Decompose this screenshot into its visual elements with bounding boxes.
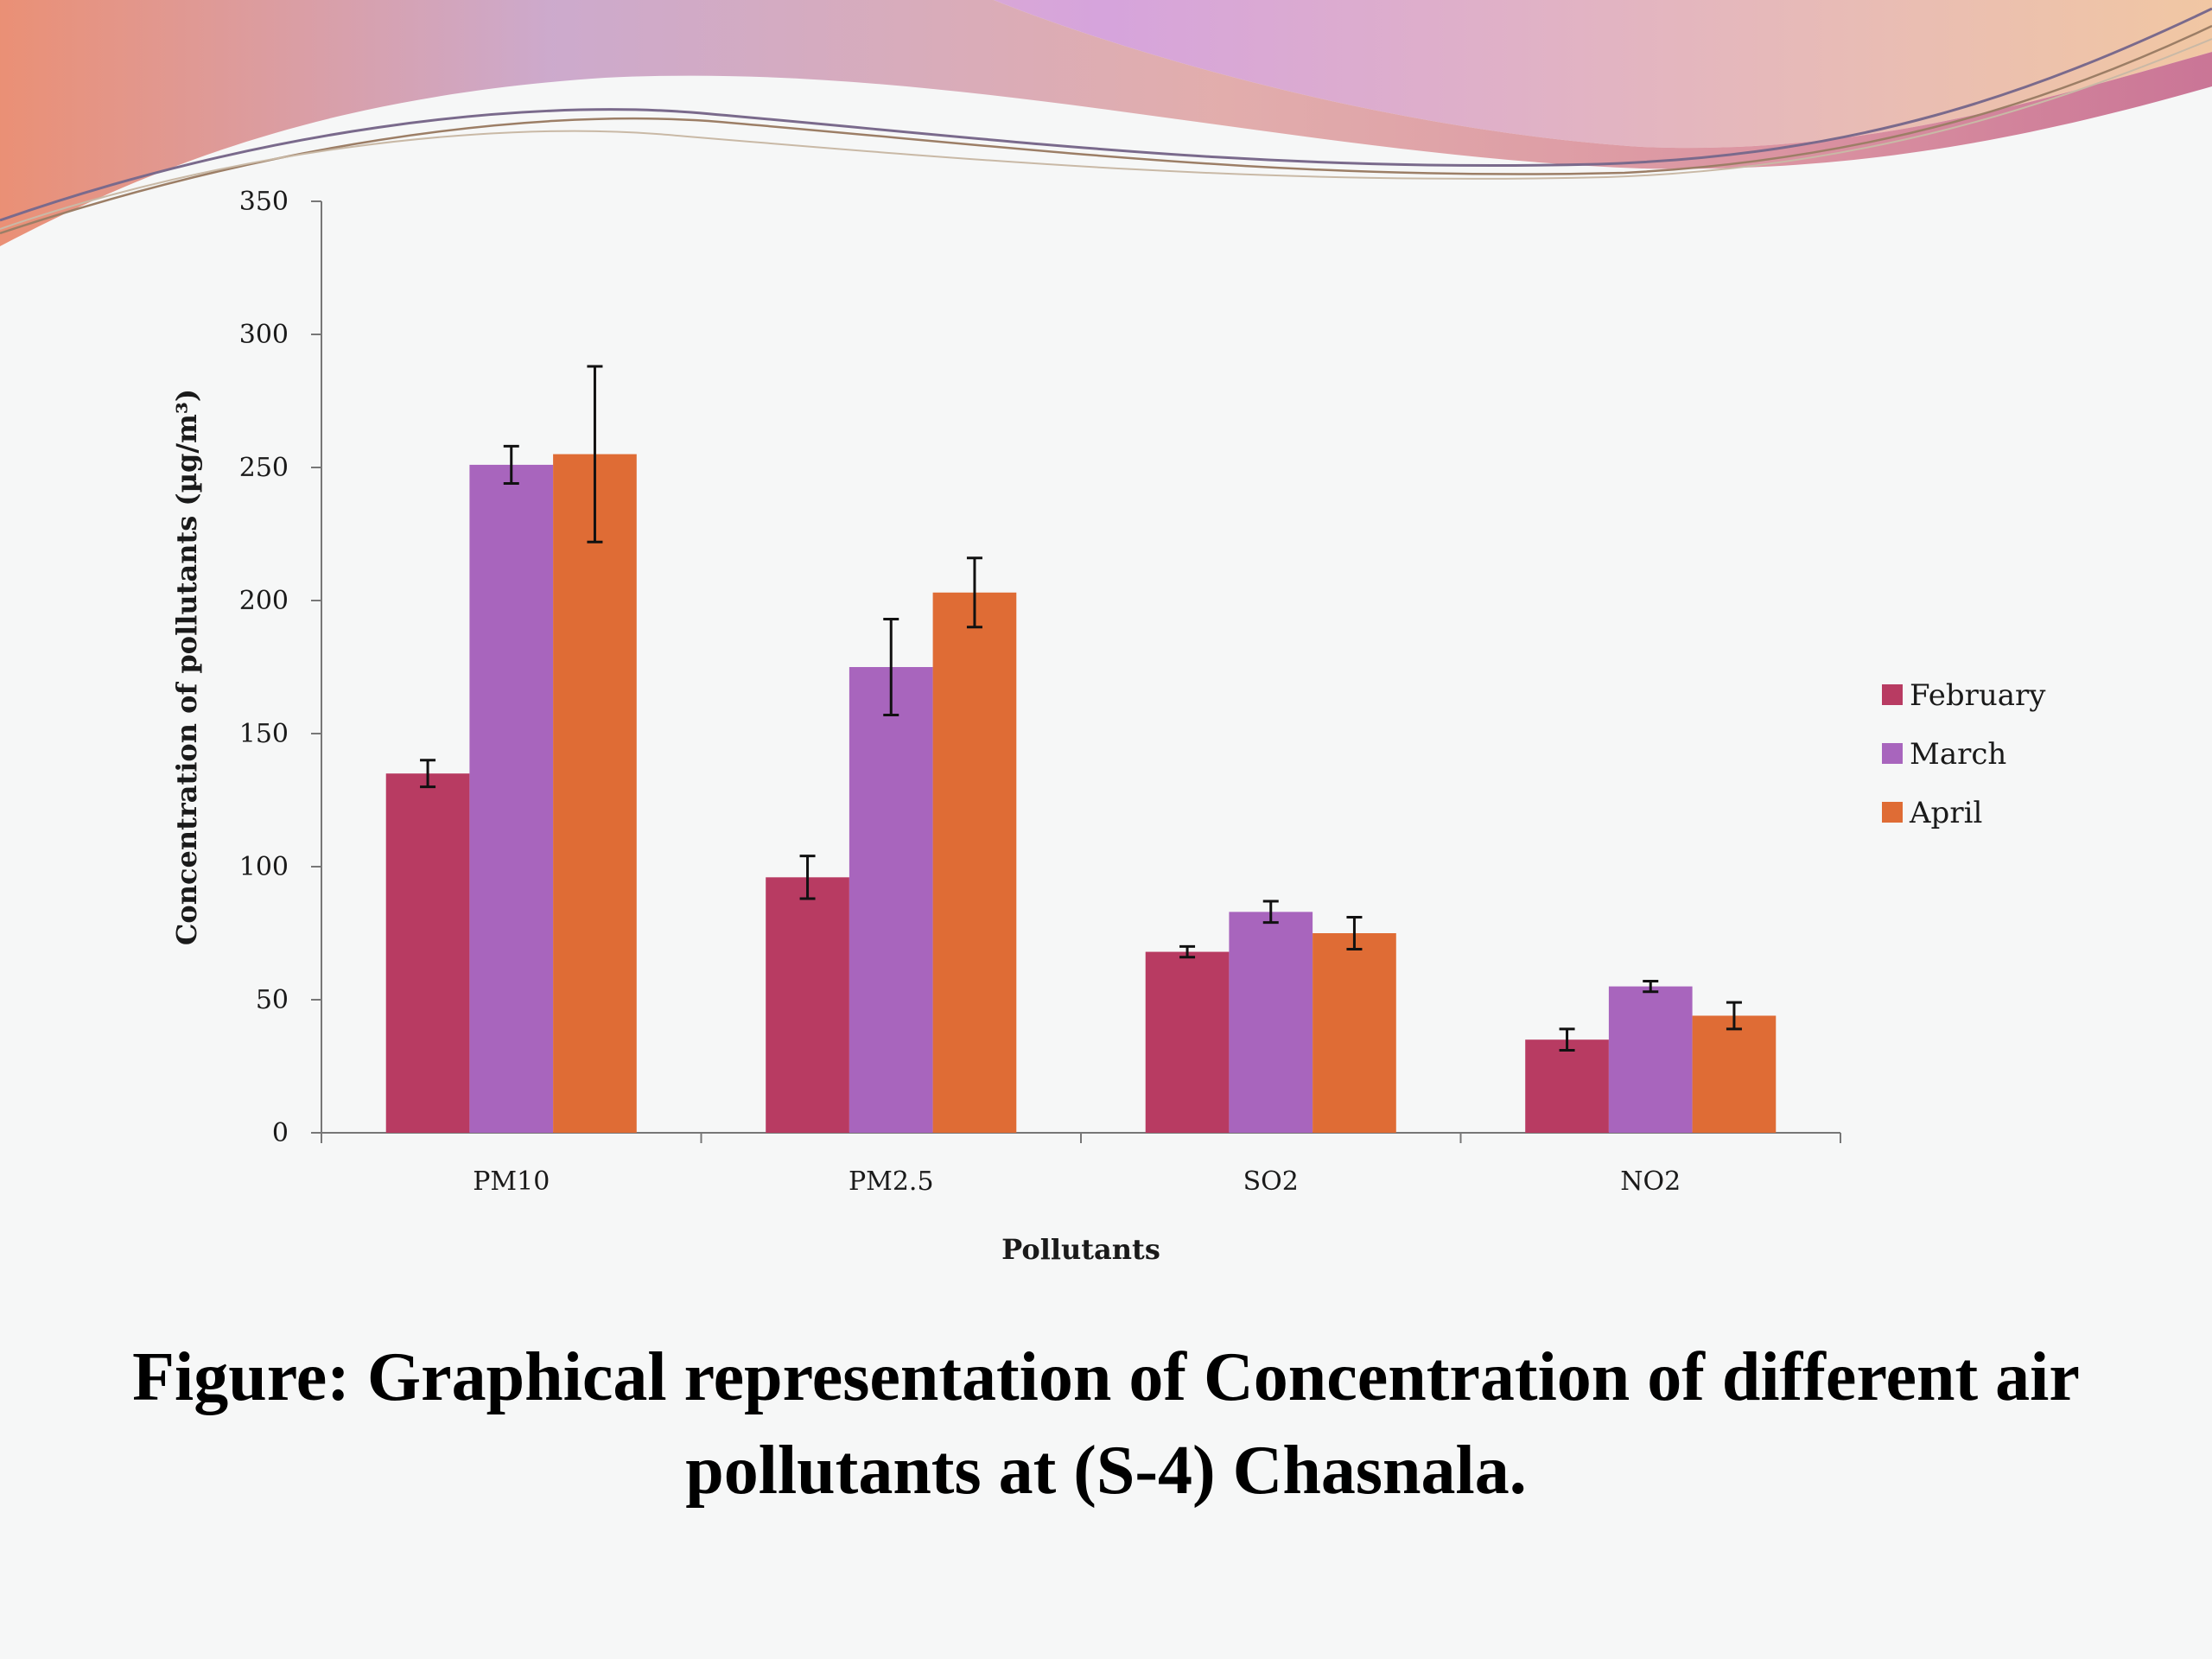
y-tick-label: 250 bbox=[239, 453, 289, 483]
legend-label: April bbox=[1909, 796, 1982, 830]
error-bar bbox=[503, 444, 519, 485]
legend-label: March bbox=[1910, 737, 2006, 772]
y-axis-ticks: 0 50 100 150 200 250 300 350 bbox=[239, 187, 321, 1148]
bars bbox=[385, 454, 1777, 1133]
error-bar bbox=[1262, 899, 1279, 925]
bar bbox=[469, 464, 554, 1133]
error-bar bbox=[1643, 979, 1659, 994]
legend-swatch bbox=[1882, 684, 1903, 705]
bar bbox=[766, 877, 849, 1133]
legend-swatch bbox=[1882, 802, 1903, 823]
bar-chart: 0 50 100 150 200 250 300 350 PM10 PM2.5 SO2 NO2 Po… bbox=[170, 187, 2046, 1266]
y-tick-label: 350 bbox=[239, 187, 289, 217]
y-tick-label: 50 bbox=[256, 985, 289, 1015]
error-bar bbox=[799, 855, 816, 900]
error-bar bbox=[883, 618, 899, 716]
error-bars bbox=[420, 365, 1742, 1052]
x-tick-label: NO2 bbox=[1620, 1166, 1681, 1197]
x-tick-label: PM2.5 bbox=[849, 1166, 934, 1197]
error-bar bbox=[1726, 1001, 1742, 1031]
bar bbox=[1313, 933, 1396, 1133]
bar bbox=[932, 592, 1017, 1133]
x-tick-label: SO2 bbox=[1243, 1166, 1299, 1197]
bar bbox=[1145, 951, 1230, 1133]
caption-line-1: Figure: Graphical representation of Conc… bbox=[132, 1339, 2080, 1415]
legend: February March April bbox=[1882, 678, 2046, 830]
x-axis-title: Pollutants bbox=[1001, 1233, 1160, 1266]
legend-swatch bbox=[1882, 743, 1903, 764]
bar bbox=[553, 454, 637, 1133]
bar bbox=[385, 773, 470, 1133]
caption-line-2: pollutants at (S-4) Chasnala. bbox=[685, 1433, 1527, 1509]
y-tick-label: 300 bbox=[239, 320, 289, 350]
figure-caption: Figure: Graphical representation of Conc… bbox=[35, 1331, 2177, 1517]
x-tick-label: PM10 bbox=[473, 1166, 550, 1197]
error-bar bbox=[1179, 944, 1196, 959]
y-tick-label: 200 bbox=[239, 586, 289, 616]
error-bar bbox=[420, 759, 436, 789]
y-tick-label: 0 bbox=[272, 1118, 289, 1148]
bar bbox=[1525, 1039, 1609, 1133]
bar bbox=[849, 667, 933, 1133]
error-bar bbox=[587, 365, 603, 543]
decorative-header-banner bbox=[0, 0, 2212, 246]
error-bar bbox=[1346, 916, 1363, 950]
y-tick-label: 150 bbox=[239, 719, 289, 749]
x-axis-ticks: PM10 PM2.5 SO2 NO2 bbox=[321, 1133, 1841, 1197]
y-tick-label: 100 bbox=[239, 852, 289, 882]
bar bbox=[1692, 1015, 1777, 1133]
bar bbox=[1608, 986, 1693, 1133]
error-bar bbox=[966, 556, 982, 629]
y-axis-title: Concentration of pollutants (µg/m³) bbox=[170, 389, 203, 945]
legend-label: February bbox=[1910, 678, 2046, 713]
bar bbox=[1229, 912, 1313, 1133]
error-bar bbox=[1559, 1027, 1575, 1052]
